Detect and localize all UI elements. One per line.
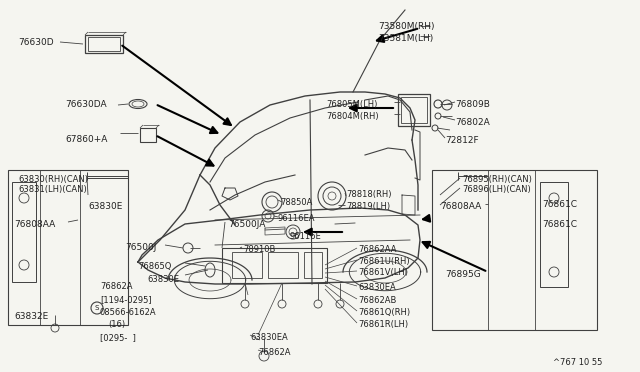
Text: 76896(LH)(CAN): 76896(LH)(CAN) — [462, 185, 531, 194]
Bar — [398, 94, 430, 126]
Text: 76895G: 76895G — [445, 270, 481, 279]
Text: 76802A: 76802A — [455, 118, 490, 127]
Text: 78819(LH): 78819(LH) — [346, 202, 390, 211]
Bar — [85, 35, 123, 53]
Text: 76805M(LH): 76805M(LH) — [326, 100, 378, 109]
Text: 72812F: 72812F — [445, 136, 479, 145]
Text: 96116EA: 96116EA — [278, 214, 316, 223]
Text: 76630DA: 76630DA — [65, 100, 107, 109]
Text: 76865Q: 76865Q — [138, 262, 172, 271]
Text: 63832E: 63832E — [14, 312, 48, 321]
Text: 63830EA: 63830EA — [358, 283, 396, 292]
Text: 76862AA: 76862AA — [358, 245, 397, 254]
Text: 63830(RH)(CAN): 63830(RH)(CAN) — [18, 175, 88, 184]
Bar — [8, 170, 128, 325]
Bar — [540, 182, 568, 287]
Text: 76809B: 76809B — [455, 100, 490, 109]
Text: 76630D: 76630D — [18, 38, 54, 47]
Text: 76861C: 76861C — [542, 200, 577, 209]
Text: S: S — [95, 305, 99, 311]
Text: 76861Q(RH): 76861Q(RH) — [358, 308, 410, 317]
Text: 96116E: 96116E — [290, 232, 322, 241]
Text: 63830E: 63830E — [88, 202, 122, 211]
Bar — [222, 248, 327, 283]
Text: 76500J: 76500J — [125, 243, 156, 252]
Bar — [268, 252, 298, 278]
Bar — [140, 128, 156, 142]
Text: 78818(RH): 78818(RH) — [346, 190, 392, 199]
Text: (16): (16) — [108, 320, 125, 329]
Text: 76861R(LH): 76861R(LH) — [358, 320, 408, 329]
Text: [0295-  ]: [0295- ] — [100, 333, 136, 342]
Text: 63830E: 63830E — [147, 275, 179, 284]
Text: 76861C: 76861C — [542, 220, 577, 229]
Bar — [432, 170, 597, 330]
Text: 78910B: 78910B — [243, 245, 275, 254]
Text: 76862A: 76862A — [258, 348, 291, 357]
Text: 67860+A: 67860+A — [65, 135, 108, 144]
Text: 76861V(LH): 76861V(LH) — [358, 268, 408, 277]
Text: 63830EA: 63830EA — [250, 333, 288, 342]
Text: ^767 10 55: ^767 10 55 — [553, 358, 602, 367]
Text: [1194-0295]: [1194-0295] — [100, 295, 152, 304]
Text: 78850A: 78850A — [280, 198, 312, 207]
Text: 76808AA: 76808AA — [440, 202, 481, 211]
Bar — [232, 252, 262, 278]
Bar — [304, 252, 322, 278]
Text: 73580M(RH): 73580M(RH) — [378, 22, 435, 31]
Text: 76862A: 76862A — [100, 282, 132, 291]
Text: 73581M(LH): 73581M(LH) — [378, 34, 433, 43]
Bar — [12, 182, 36, 282]
Text: 76804M(RH): 76804M(RH) — [326, 112, 379, 121]
Text: 76862AB: 76862AB — [358, 296, 396, 305]
Bar — [401, 97, 427, 123]
Text: 76895(RH)(CAN): 76895(RH)(CAN) — [462, 175, 532, 184]
Text: 63831(LH)(CAN): 63831(LH)(CAN) — [18, 185, 87, 194]
Text: 76808AA: 76808AA — [14, 220, 55, 229]
Text: 76861U(RH): 76861U(RH) — [358, 257, 410, 266]
Text: 08566-6162A: 08566-6162A — [100, 308, 157, 317]
Text: 76500JA: 76500JA — [228, 220, 266, 229]
Bar — [88, 37, 120, 51]
